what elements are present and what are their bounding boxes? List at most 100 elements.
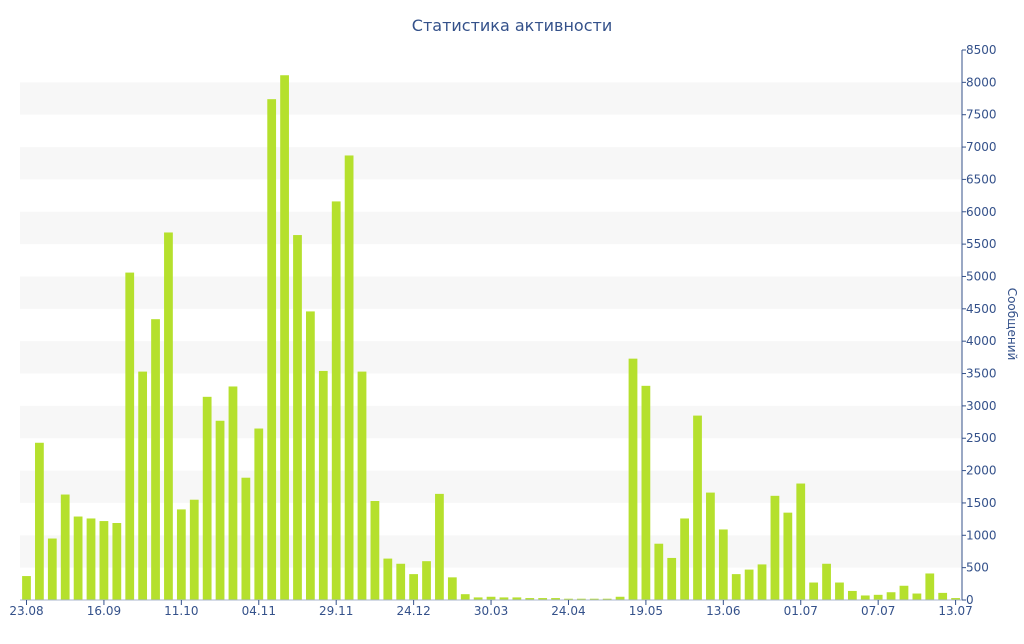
bar[interactable]: [460, 594, 470, 600]
bar[interactable]: [564, 598, 573, 600]
bar[interactable]: [22, 576, 31, 600]
bar[interactable]: [370, 501, 380, 600]
bar[interactable]: [112, 523, 122, 600]
bar[interactable]: [860, 595, 870, 600]
bar[interactable]: [538, 598, 548, 600]
bar[interactable]: [925, 573, 935, 600]
bar[interactable]: [86, 518, 96, 600]
bar[interactable]: [783, 512, 793, 600]
bar[interactable]: [189, 499, 199, 600]
x-tick-label: 24.04: [551, 604, 585, 618]
bar[interactable]: [731, 574, 741, 600]
bar[interactable]: [718, 529, 728, 600]
bar[interactable]: [809, 582, 819, 600]
bar[interactable]: [331, 201, 341, 600]
y-tick-label: 7500: [966, 108, 997, 122]
bar[interactable]: [602, 598, 612, 600]
bar[interactable]: [693, 415, 702, 600]
bar[interactable]: [512, 597, 522, 600]
grid-band: [20, 341, 962, 374]
bar[interactable]: [383, 558, 393, 600]
y-tick-label: 500: [966, 561, 989, 575]
grid-band: [20, 535, 962, 568]
bar[interactable]: [202, 396, 212, 600]
bar[interactable]: [254, 428, 264, 600]
bar[interactable]: [60, 494, 70, 600]
bar[interactable]: [357, 371, 367, 600]
bar[interactable]: [293, 235, 302, 600]
bar[interactable]: [744, 569, 754, 600]
bar[interactable]: [654, 543, 664, 600]
bar[interactable]: [267, 99, 277, 601]
bar[interactable]: [306, 311, 315, 600]
x-tick-label: 04.11: [242, 604, 276, 618]
bar[interactable]: [241, 477, 251, 600]
bar[interactable]: [706, 492, 715, 600]
bar[interactable]: [796, 483, 806, 600]
y-tick-label: 2500: [966, 431, 997, 445]
bar[interactable]: [886, 592, 896, 600]
bar[interactable]: [938, 592, 948, 600]
x-tick-label: 29.11: [319, 604, 353, 618]
y-tick-label: 3000: [966, 399, 997, 413]
bar[interactable]: [228, 386, 238, 600]
bar[interactable]: [125, 272, 135, 600]
x-tick-label: 16.09: [87, 604, 121, 618]
grid-bands: [20, 82, 962, 568]
bar[interactable]: [422, 561, 431, 600]
y-tick-label: 7000: [966, 140, 997, 154]
y-tick-label: 1000: [966, 528, 997, 542]
bar[interactable]: [822, 563, 831, 600]
x-tick-label: 07.07: [861, 604, 895, 618]
bar[interactable]: [628, 358, 638, 600]
bar[interactable]: [899, 585, 909, 600]
x-tick-label: 13.07: [938, 604, 972, 618]
bar[interactable]: [435, 493, 444, 600]
x-tick-label: 24.12: [396, 604, 430, 618]
bar[interactable]: [912, 593, 922, 600]
bar[interactable]: [486, 596, 496, 600]
bar[interactable]: [318, 370, 328, 600]
bar[interactable]: [409, 574, 419, 600]
bar[interactable]: [641, 385, 651, 600]
bar[interactable]: [47, 538, 57, 600]
bar[interactable]: [667, 557, 677, 600]
bar[interactable]: [151, 319, 160, 600]
bar[interactable]: [164, 232, 173, 600]
bar[interactable]: [215, 420, 225, 600]
bar[interactable]: [525, 598, 535, 600]
bar[interactable]: [447, 577, 457, 600]
bar[interactable]: [176, 509, 186, 600]
chart-title: Статистика активности: [412, 16, 612, 35]
bar[interactable]: [576, 598, 586, 600]
bar[interactable]: [499, 597, 509, 600]
bar[interactable]: [835, 582, 844, 600]
bar[interactable]: [73, 516, 83, 600]
bar[interactable]: [99, 521, 109, 600]
bar[interactable]: [873, 594, 883, 600]
y-axis-ticks: 0 500 1000 1500 2000 2500 3000 3500 4000 4500 5000…: [961, 43, 997, 607]
bar[interactable]: [680, 518, 689, 600]
bar[interactable]: [757, 564, 767, 600]
x-tick-label: 19.05: [629, 604, 663, 618]
bar[interactable]: [473, 597, 483, 600]
bar[interactable]: [396, 563, 406, 600]
bar[interactable]: [35, 442, 44, 600]
bar[interactable]: [847, 590, 857, 600]
bar[interactable]: [589, 598, 599, 600]
bar[interactable]: [344, 155, 354, 600]
bar[interactable]: [951, 598, 960, 600]
x-tick-label: 30.03: [474, 604, 508, 618]
x-tick-label: 01.07: [784, 604, 818, 618]
bar[interactable]: [138, 371, 148, 600]
grid-band: [20, 276, 962, 309]
x-tick-label: 23.08: [9, 604, 43, 618]
y-tick-label: 1500: [966, 496, 997, 510]
y-tick-label: 8000: [966, 75, 997, 89]
bars-group: [22, 75, 960, 601]
bar[interactable]: [615, 596, 625, 600]
bar[interactable]: [551, 598, 560, 600]
bar[interactable]: [770, 495, 780, 600]
bar[interactable]: [280, 75, 289, 601]
